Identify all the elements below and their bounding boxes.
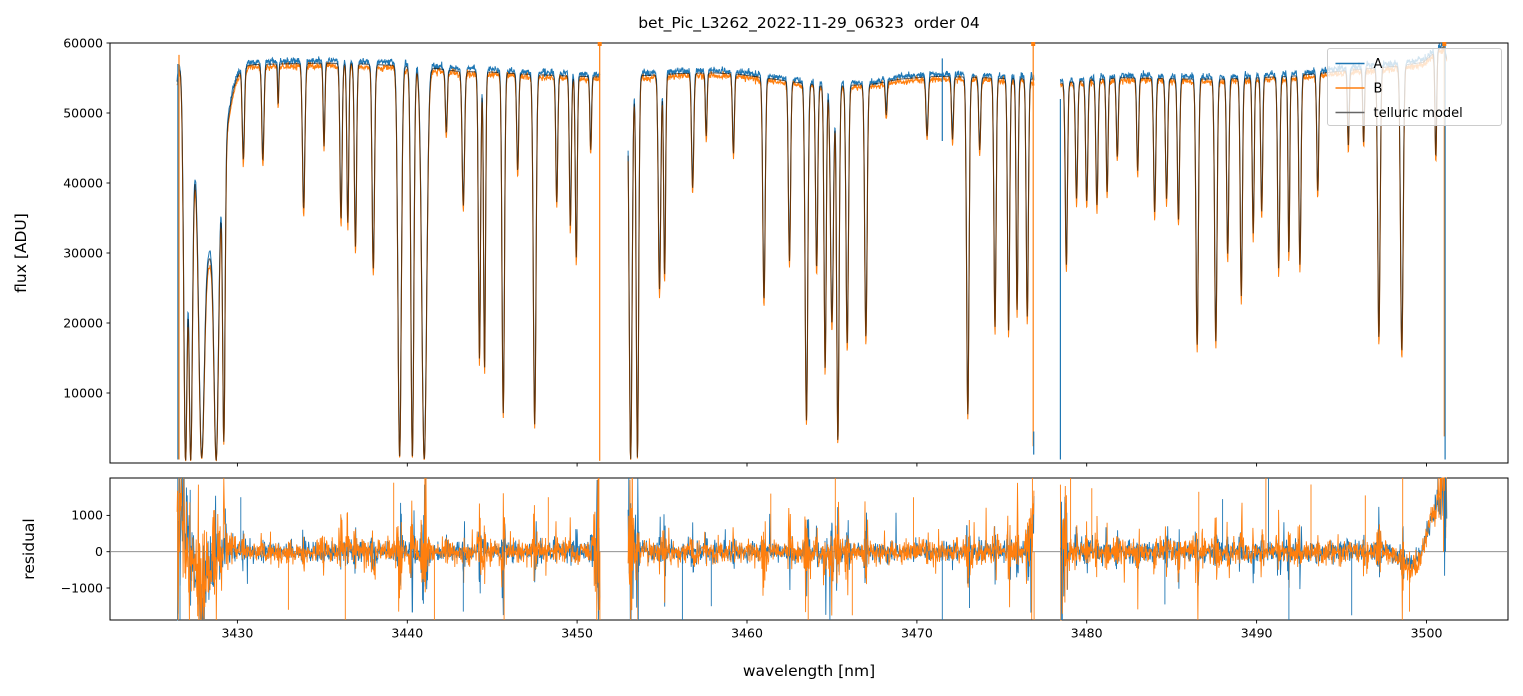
- x-tick-label: 3440: [391, 626, 423, 641]
- y-tick-label: −1000: [61, 580, 103, 595]
- legend-box: [1327, 48, 1502, 126]
- residual-panel-frame: [109, 477, 1509, 621]
- y-tick-label: 10000: [63, 385, 103, 400]
- x-tick-label: 3480: [1071, 626, 1103, 641]
- series-A-flux-curve: [176, 42, 1448, 461]
- flux-axis-label: flux [ADU]: [12, 213, 30, 293]
- y-tick-label: 40000: [63, 175, 103, 190]
- x-tick-label: 3460: [731, 626, 763, 641]
- y-tick-label: 30000: [63, 245, 103, 260]
- x-tick-label: 3490: [1241, 626, 1273, 641]
- x-tick-label: 3500: [1411, 626, 1443, 641]
- y-tick-label: 20000: [63, 315, 103, 330]
- residual-axis-label: residual: [20, 518, 38, 580]
- x-tick-label: 3430: [221, 626, 253, 641]
- series-B-residual-curve: [176, 477, 1447, 621]
- legend-entry-label: A: [1374, 57, 1383, 72]
- legend-entry-label: B: [1374, 82, 1383, 97]
- x-tick-label: 3470: [901, 626, 933, 641]
- plot-title: bet_Pic_L3262_2022-11-29_06323 order 04: [638, 14, 980, 32]
- y-tick-label: 0: [95, 544, 103, 559]
- legend-entry-label: telluric model: [1374, 106, 1463, 121]
- clip-marker: [1442, 42, 1447, 46]
- x-tick-label: 3450: [561, 626, 593, 641]
- y-tick-label: 1000: [71, 508, 103, 523]
- y-tick-label: 60000: [63, 35, 103, 50]
- y-tick-label: 50000: [63, 105, 103, 120]
- telluric-model-curve: [176, 46, 1448, 462]
- x-axis-label: wavelength [nm]: [742, 662, 876, 680]
- clip-marker: [597, 42, 602, 46]
- series-B-flux-curve: [176, 47, 1448, 462]
- clip-marker: [1031, 42, 1036, 46]
